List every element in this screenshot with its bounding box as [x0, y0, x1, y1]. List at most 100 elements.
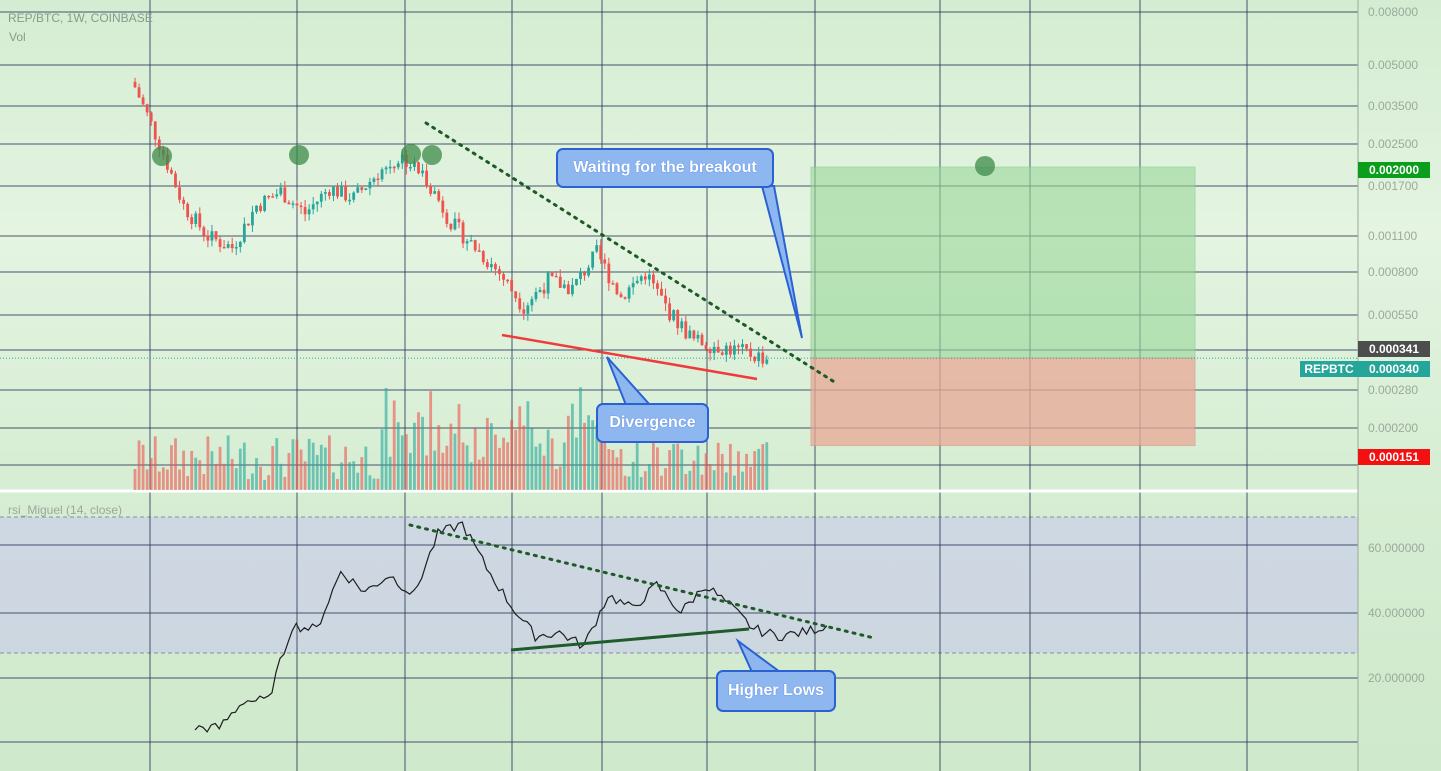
candle-15 — [194, 213, 198, 224]
candle-59 — [372, 178, 376, 182]
candle-82 — [465, 241, 469, 244]
volume-bar-46 — [319, 444, 323, 490]
candle-71 — [421, 170, 424, 174]
breakout-callout[interactable]: Waiting for the breakout — [556, 148, 774, 188]
candle-154 — [757, 352, 761, 362]
candle-17 — [202, 227, 206, 236]
volume-bar-13 — [186, 475, 190, 490]
candle-84 — [473, 240, 477, 251]
volume-bar-156 — [765, 442, 769, 490]
candle-13 — [186, 203, 190, 218]
candle-37 — [283, 187, 287, 203]
volume-bar-90 — [498, 447, 501, 490]
higher-lows-callout[interactable]: Higher Lows — [716, 670, 836, 712]
volume-bar-26 — [238, 448, 242, 490]
candle-124 — [635, 280, 639, 284]
candle-92 — [506, 279, 509, 282]
volume-bar-87 — [485, 417, 489, 490]
volume-bar-62 — [384, 387, 388, 490]
volume-bar-33 — [267, 475, 271, 490]
volume-bar-112 — [587, 415, 590, 490]
price-tick-9: 0.000200 — [1368, 421, 1418, 435]
volume-bar-92 — [506, 442, 509, 490]
volume-bar-99 — [534, 446, 538, 490]
candle-150 — [741, 344, 744, 348]
candle-18 — [206, 235, 210, 241]
candle-119 — [615, 283, 619, 295]
candle-125 — [639, 276, 643, 281]
volume-bar-149 — [737, 451, 740, 490]
candle-65 — [396, 163, 400, 168]
volume-bar-16 — [198, 460, 202, 490]
candle-69 — [413, 162, 416, 167]
volume-bar-25 — [234, 468, 238, 490]
candle-106 — [562, 284, 566, 288]
candle-96 — [522, 309, 526, 314]
candle-66 — [400, 154, 404, 164]
candle-132 — [668, 303, 671, 321]
volume-bar-76 — [441, 452, 445, 490]
volume-bar-4 — [149, 458, 153, 490]
volume-bar-123 — [631, 461, 635, 490]
volume-bar-56 — [360, 457, 364, 490]
volume-bar-19 — [210, 451, 214, 490]
volume-bar-85 — [477, 459, 481, 490]
volume-bar-66 — [400, 435, 404, 490]
candle-80 — [457, 218, 461, 223]
candle-98 — [530, 299, 534, 306]
volume-bar-96 — [522, 425, 526, 490]
candle-3 — [145, 104, 149, 113]
candle-36 — [279, 187, 283, 195]
price-tick-5: 0.001100 — [1368, 229, 1417, 243]
volume-bar-101 — [542, 455, 546, 490]
candle-93 — [510, 280, 514, 292]
candle-33 — [267, 195, 271, 198]
volume-bar-36 — [279, 463, 283, 490]
volume-bar-134 — [676, 443, 680, 490]
volume-bar-106 — [562, 442, 566, 490]
candle-63 — [388, 166, 392, 169]
divergence-callout[interactable]: Divergence — [596, 403, 709, 443]
rsi-tick-1: 40.000000 — [1368, 606, 1425, 620]
candle-116 — [603, 259, 607, 264]
volume-bar-111 — [583, 422, 586, 490]
candle-140 — [700, 334, 704, 346]
volume-bar-72 — [425, 455, 428, 490]
volume-bar-124 — [635, 439, 639, 490]
volume-bar-67 — [404, 434, 408, 490]
candle-90 — [498, 269, 501, 275]
candle-60 — [376, 178, 380, 181]
volume-bar-30 — [255, 458, 258, 490]
volume-bar-75 — [437, 425, 441, 490]
volume-bar-89 — [494, 434, 497, 490]
price-tick-1: 0.005000 — [1368, 58, 1418, 72]
candle-21 — [218, 239, 222, 247]
candle-122 — [627, 287, 631, 299]
candle-130 — [660, 288, 663, 296]
candle-155 — [761, 352, 765, 364]
candle-136 — [684, 321, 688, 339]
volume-bar-59 — [372, 478, 376, 490]
candle-40 — [295, 203, 299, 206]
volume-bar-6 — [157, 471, 161, 490]
candle-117 — [607, 263, 611, 284]
candle-86 — [481, 251, 485, 263]
volume-bar-28 — [247, 479, 250, 490]
candle-16 — [198, 213, 202, 228]
candle-144 — [716, 346, 720, 353]
volume-bar-34 — [271, 445, 275, 490]
candle-58 — [368, 181, 372, 189]
volume-bar-15 — [194, 457, 198, 490]
volume-bar-20 — [214, 463, 218, 490]
volume-bar-139 — [696, 445, 700, 490]
volume-bar-127 — [647, 464, 651, 490]
volume-bar-52 — [344, 446, 347, 490]
volume-bar-64 — [392, 400, 396, 490]
candle-126 — [643, 276, 647, 280]
symbol-title: REP/BTC, 1W, COINBASE — [8, 11, 153, 25]
rsi-series — [194, 521, 828, 733]
volume-bar-125 — [639, 477, 643, 490]
candle-135 — [680, 321, 684, 329]
volume-bars — [133, 387, 769, 490]
